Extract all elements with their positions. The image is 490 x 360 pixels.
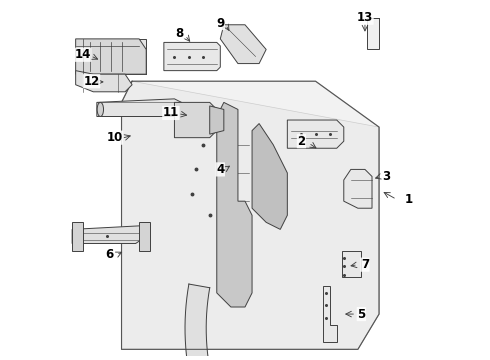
Polygon shape: [97, 99, 181, 117]
Text: 12: 12: [83, 75, 99, 88]
Text: 3: 3: [382, 170, 390, 183]
Polygon shape: [122, 81, 379, 349]
Polygon shape: [217, 102, 252, 307]
Text: 6: 6: [105, 248, 113, 261]
Polygon shape: [72, 226, 146, 243]
Polygon shape: [210, 106, 224, 134]
Bar: [367, 18, 379, 49]
Text: 1: 1: [405, 193, 413, 206]
Text: 9: 9: [216, 17, 224, 30]
Bar: [342, 251, 362, 277]
Polygon shape: [287, 120, 344, 148]
Polygon shape: [252, 123, 287, 229]
Text: 10: 10: [106, 131, 122, 144]
Polygon shape: [72, 222, 83, 251]
Polygon shape: [75, 39, 146, 74]
Polygon shape: [164, 42, 220, 71]
Text: 11: 11: [163, 107, 179, 120]
Polygon shape: [139, 222, 150, 251]
Text: 14: 14: [74, 48, 91, 61]
Text: 8: 8: [175, 27, 184, 40]
Text: 4: 4: [216, 163, 224, 176]
Polygon shape: [174, 102, 217, 138]
Polygon shape: [75, 39, 146, 74]
Polygon shape: [122, 81, 379, 349]
Text: 5: 5: [357, 307, 366, 320]
Text: 2: 2: [297, 135, 305, 148]
Ellipse shape: [97, 102, 103, 117]
Polygon shape: [344, 170, 372, 208]
Polygon shape: [322, 286, 337, 342]
Polygon shape: [185, 284, 490, 360]
Polygon shape: [75, 71, 132, 92]
Text: 13: 13: [357, 11, 373, 24]
Text: 7: 7: [361, 258, 369, 271]
Polygon shape: [220, 25, 266, 64]
Ellipse shape: [175, 102, 180, 117]
